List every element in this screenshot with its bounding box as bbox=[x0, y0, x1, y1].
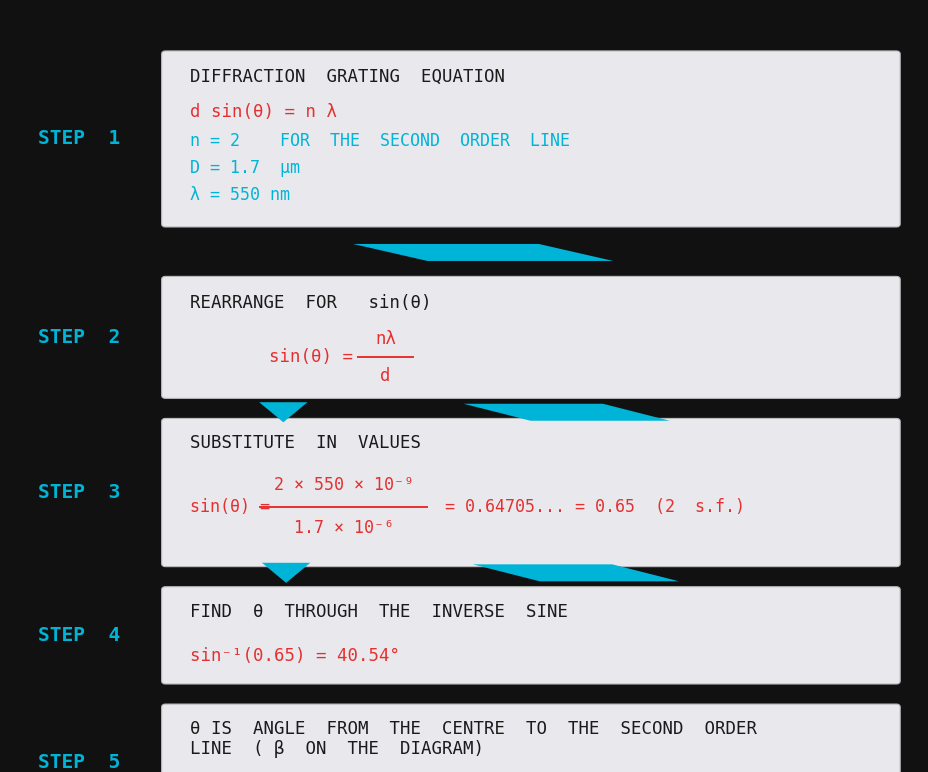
Text: n = 2    FOR  THE  SECOND  ORDER  LINE: n = 2 FOR THE SECOND ORDER LINE bbox=[190, 132, 570, 150]
Text: d: d bbox=[380, 367, 391, 384]
Text: FIND  θ  THROUGH  THE  INVERSE  SINE: FIND θ THROUGH THE INVERSE SINE bbox=[190, 603, 568, 621]
Text: nλ: nλ bbox=[375, 330, 395, 347]
Text: DIFFRACTION  GRATING  EQUATION: DIFFRACTION GRATING EQUATION bbox=[190, 68, 505, 86]
Text: STEP  4: STEP 4 bbox=[38, 626, 120, 645]
Text: λ = 550 nm: λ = 550 nm bbox=[190, 186, 290, 204]
Text: SUBSTITUTE  IN  VALUES: SUBSTITUTE IN VALUES bbox=[190, 434, 421, 452]
Text: STEP  2: STEP 2 bbox=[38, 328, 120, 347]
Text: STEP  3: STEP 3 bbox=[38, 483, 120, 502]
Text: 1.7 × 10⁻⁶: 1.7 × 10⁻⁶ bbox=[293, 520, 393, 537]
Text: D = 1.7  μm: D = 1.7 μm bbox=[190, 159, 300, 177]
Polygon shape bbox=[463, 404, 669, 421]
FancyBboxPatch shape bbox=[161, 51, 899, 227]
Text: STEP  5: STEP 5 bbox=[38, 753, 120, 772]
FancyBboxPatch shape bbox=[161, 587, 899, 684]
Text: = 0.64705... = 0.65  (2  s.f.): = 0.64705... = 0.65 (2 s.f.) bbox=[434, 498, 744, 516]
Text: sin(θ) =: sin(θ) = bbox=[269, 348, 364, 366]
Text: REARRANGE  FOR   sin(θ): REARRANGE FOR sin(θ) bbox=[190, 293, 432, 312]
Text: STEP  1: STEP 1 bbox=[38, 130, 120, 148]
FancyBboxPatch shape bbox=[161, 418, 899, 567]
Text: 2 × 550 × 10⁻⁹: 2 × 550 × 10⁻⁹ bbox=[274, 476, 413, 494]
Text: sin(θ) =: sin(θ) = bbox=[190, 498, 280, 516]
Polygon shape bbox=[353, 244, 612, 261]
Text: d sin(θ) = n λ: d sin(θ) = n λ bbox=[190, 103, 337, 120]
Text: LINE  ( β  ON  THE  DIAGRAM): LINE ( β ON THE DIAGRAM) bbox=[190, 740, 483, 758]
Polygon shape bbox=[472, 564, 678, 581]
Text: θ IS  ANGLE  FROM  THE  CENTRE  TO  THE  SECOND  ORDER: θ IS ANGLE FROM THE CENTRE TO THE SECOND… bbox=[190, 720, 756, 738]
FancyBboxPatch shape bbox=[161, 704, 899, 772]
Text: sin⁻¹(0.65) = 40.54°: sin⁻¹(0.65) = 40.54° bbox=[190, 647, 400, 665]
FancyBboxPatch shape bbox=[161, 276, 899, 398]
Polygon shape bbox=[259, 402, 307, 422]
Polygon shape bbox=[262, 563, 310, 583]
